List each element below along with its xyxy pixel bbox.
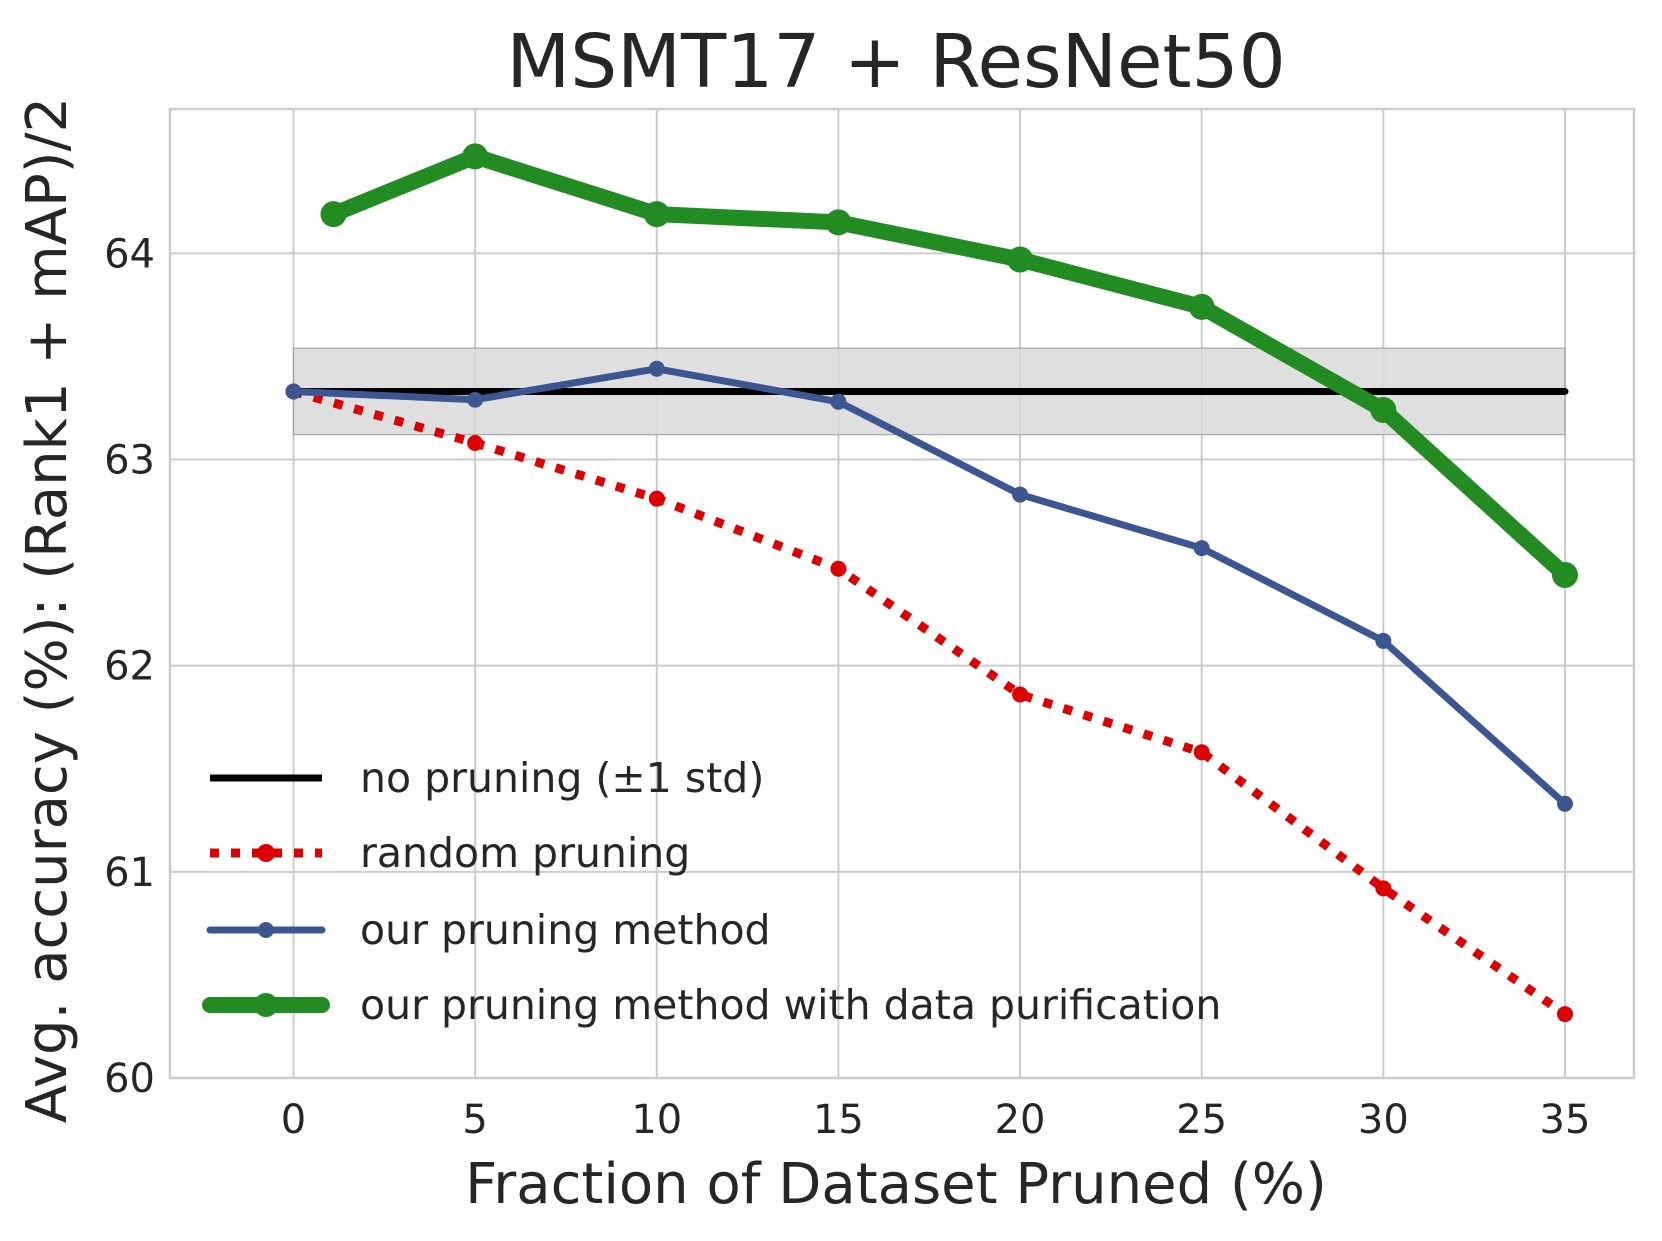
point-data-purification [1370,397,1397,424]
point-random-pruning [830,560,847,577]
legend-marker-random-pruning [257,844,275,862]
point-our-pruning-method [1193,540,1210,557]
legend-item-data-purification: our pruning method with data purificatio… [202,981,1221,1029]
point-data-purification [320,201,347,228]
y-tick-label: 63 [104,437,155,483]
point-data-purification [1188,293,1215,320]
x-tick-label: 5 [462,1097,487,1143]
point-our-pruning-method [1012,486,1029,503]
legend-item-no-pruning: no pruning (±1 std) [210,754,764,802]
point-data-purification [643,201,670,228]
x-axis-label: Fraction of Dataset Pruned (%) [465,1152,1327,1217]
chart-title: MSMT17 + ResNet50 [506,19,1285,105]
y-tick-label: 64 [104,231,155,277]
legend-item-our-pruning-method: our pruning method [206,906,771,954]
point-our-pruning-method [1375,632,1392,649]
x-tick-label: 30 [1358,1097,1409,1143]
point-random-pruning [1556,1006,1573,1023]
series-line-our-pruning-method [290,365,1569,808]
tick-labels: 0 5 10 15 20 25 30 35 60 61 62 63 64 [104,231,1590,1143]
legend-item-random-pruning: random pruning [210,829,690,877]
point-data-purification [462,143,489,170]
x-tick-label: 10 [631,1097,682,1143]
legend-label-no-pruning: no pruning (±1 std) [360,754,764,802]
plot-frame [168,107,1636,1080]
legend: no pruning (±1 std) random pruning our p… [202,754,1221,1029]
point-our-pruning-method [648,360,665,377]
point-random-pruning [648,490,665,507]
x-tick-label: 25 [1176,1097,1227,1143]
legend-label-our-pruning-method: our pruning method [360,906,771,954]
x-tick-label: 0 [281,1097,306,1143]
point-data-purification [1551,561,1578,588]
legend-label-random-pruning: random pruning [360,829,690,877]
point-random-pruning [1193,744,1210,761]
point-random-pruning [1375,880,1392,897]
point-data-purification [1007,246,1034,273]
y-tick-label: 61 [104,850,155,896]
y-axis-label: Avg. accuracy (%): (Rank1 + mAP)/2 [15,97,80,1123]
x-tick-label: 20 [995,1097,1046,1143]
point-data-purification [825,209,852,236]
series-line-data-purification [325,148,1573,583]
series-layer [285,143,1578,1023]
y-tick-label: 62 [104,644,155,690]
x-tick-label: 35 [1540,1097,1591,1143]
point-random-pruning [467,434,484,451]
point-our-pruning-method [830,393,847,410]
point-our-pruning-method [1556,795,1573,812]
y-tick-label: 60 [104,1056,155,1102]
legend-marker-data-purification [254,993,278,1017]
point-random-pruning [1012,686,1029,703]
x-tick-label: 15 [813,1097,864,1143]
legend-marker-our-pruning-method [258,922,274,938]
legend-label-data-purification: our pruning method with data purificatio… [360,981,1221,1029]
point-our-pruning-method [285,383,302,400]
point-our-pruning-method [467,391,484,408]
